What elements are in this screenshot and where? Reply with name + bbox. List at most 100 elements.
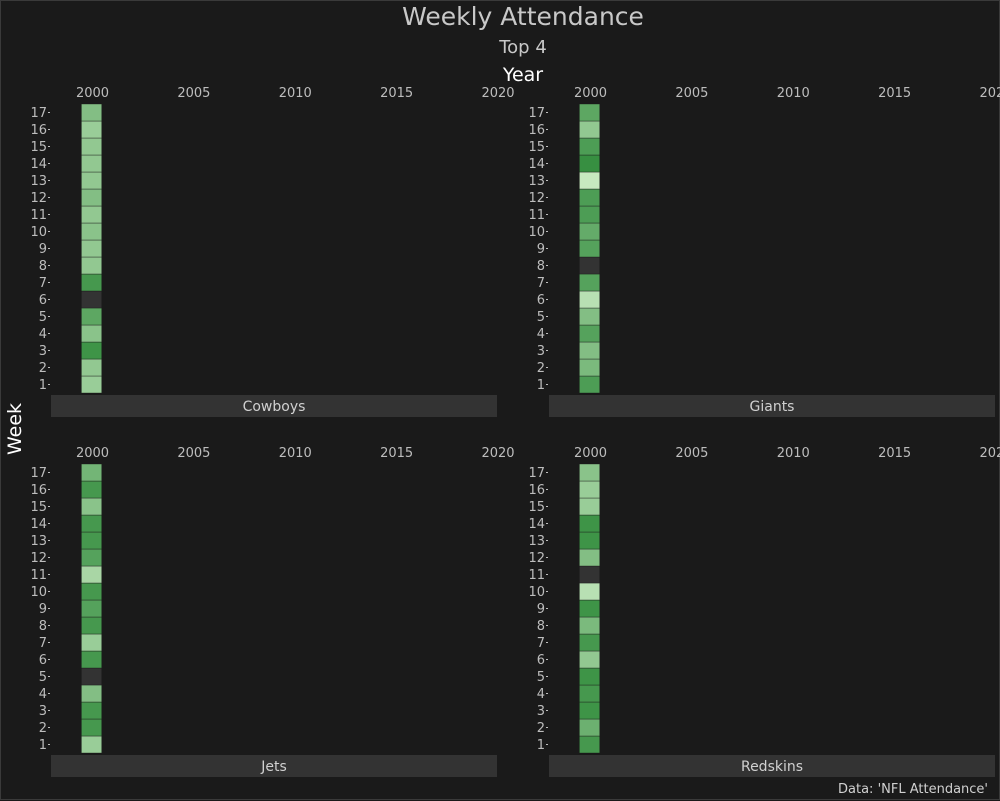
y-tick-label-cowboys-5: 5 [39,310,47,325]
x-tick-label-cowboys-2015: 2015 [380,86,413,101]
heat-cell-giants-2000-w2 [579,358,600,377]
facet-label-giants: Giants [750,399,795,415]
heat-cell-jets-2000-w5 [81,667,102,686]
y-tick-label-giants-5: 5 [537,310,545,325]
y-tick-label-cowboys-17: 17 [30,106,47,121]
y-tick-label-cowboys-3: 3 [39,344,47,359]
y-tick-label-jets-5: 5 [39,670,47,685]
heat-cell-giants-2000-w12 [579,188,600,207]
x-tick-label-redskins-2020: 2020 [979,446,1000,461]
y-tick-label-redskins-10: 10 [528,585,545,600]
y-tick-label-jets-15: 15 [30,500,47,515]
y-tick-label-redskins-11: 11 [528,568,545,583]
heat-cell-giants-2000-w15 [579,137,600,156]
heat-cell-redskins-2000-w10 [579,582,600,601]
y-tick-label-cowboys-6: 6 [39,293,47,308]
y-tick-label-jets-12: 12 [30,551,47,566]
heat-cell-giants-2000-w7 [579,273,600,292]
y-tick-label-redskins-4: 4 [537,687,545,702]
y-tick-label-jets-16: 16 [30,483,47,498]
y-tick-label-giants-16: 16 [528,123,545,138]
heat-cell-redskins-2000-w15 [579,497,600,516]
heat-cell-giants-2000-w8 [579,256,600,275]
y-tick-label-giants-4: 4 [537,327,545,342]
facet-strip-giants [549,395,995,417]
heat-cell-jets-2000-w11 [81,565,102,584]
heat-cell-jets-2000-w8 [81,616,102,635]
y-tick-label-cowboys-16: 16 [30,123,47,138]
facet-label-jets: Jets [260,759,287,775]
heat-cell-cowboys-2000-w8 [81,256,102,275]
y-tick-label-jets-10: 10 [30,585,47,600]
y-tick-label-jets-1: 1 [39,738,47,753]
heat-cell-cowboys-2000-w11 [81,205,102,224]
heat-cell-redskins-2000-w14 [579,514,600,533]
y-tick-label-giants-10: 10 [528,225,545,240]
x-tick-label-giants-2005: 2005 [675,86,708,101]
x-tick-label-cowboys-2000: 2000 [76,86,109,101]
heat-cell-redskins-2000-w4 [579,684,600,703]
y-tick-label-giants-11: 11 [528,208,545,223]
heat-cell-giants-2000-w14 [579,154,600,173]
heat-cell-giants-2000-w10 [579,222,600,241]
y-tick-label-redskins-8: 8 [537,619,545,634]
x-tick-label-redskins-2015: 2015 [878,446,911,461]
heat-cell-cowboys-2000-w6 [81,290,102,309]
heat-cell-giants-2000-w5 [579,307,600,326]
x-tick-label-giants-2015: 2015 [878,86,911,101]
y-tick-label-jets-13: 13 [30,534,47,549]
y-tick-label-giants-12: 12 [528,191,545,206]
heat-cell-jets-2000-w2 [81,718,102,737]
y-tick-label-cowboys-15: 15 [30,140,47,155]
heat-cell-jets-2000-w17 [81,463,102,482]
facet-label-redskins: Redskins [741,759,803,775]
y-tick-label-cowboys-11: 11 [30,208,47,223]
heat-cell-giants-2000-w6 [579,290,600,309]
heat-cell-giants-2000-w11 [579,205,600,224]
y-tick-label-redskins-15: 15 [528,500,545,515]
y-tick-label-giants-9: 9 [537,242,545,257]
heat-cell-redskins-2000-w8 [579,616,600,635]
y-tick-label-cowboys-2: 2 [39,361,47,376]
x-tick-label-jets-2005: 2005 [177,446,210,461]
heat-cell-jets-2000-w14 [81,514,102,533]
heat-cell-cowboys-2000-w16 [81,120,102,139]
y-tick-label-redskins-13: 13 [528,534,545,549]
heat-cell-redskins-2000-w3 [579,701,600,720]
heat-cell-cowboys-2000-w10 [81,222,102,241]
y-tick-label-giants-1: 1 [537,378,545,393]
y-tick-label-redskins-3: 3 [537,704,545,719]
x-tick-label-jets-2010: 2010 [279,446,312,461]
y-tick-label-giants-6: 6 [537,293,545,308]
chart-subtitle: Top 4 [498,37,547,58]
heat-cell-giants-2000-w16 [579,120,600,139]
heat-cell-redskins-2000-w17 [579,463,600,482]
facet-label-cowboys: Cowboys [243,399,306,415]
heat-cell-redskins-2000-w13 [579,531,600,550]
x-tick-label-redskins-2005: 2005 [675,446,708,461]
chart-title: Weekly Attendance [402,2,644,31]
y-tick-label-giants-15: 15 [528,140,545,155]
y-tick-label-jets-7: 7 [39,636,47,651]
y-axis-title: Week [4,403,26,455]
heat-cell-cowboys-2000-w17 [81,103,102,122]
y-tick-label-redskins-6: 6 [537,653,545,668]
y-tick-label-jets-14: 14 [30,517,47,532]
heat-cell-giants-2000-w17 [579,103,600,122]
chart-caption: Data: 'NFL Attendance' [838,782,988,797]
x-tick-label-redskins-2000: 2000 [574,446,607,461]
x-tick-label-giants-2010: 2010 [777,86,810,101]
y-tick-label-giants-14: 14 [528,157,545,172]
y-tick-label-jets-11: 11 [30,568,47,583]
y-tick-label-giants-3: 3 [537,344,545,359]
y-tick-label-redskins-5: 5 [537,670,545,685]
y-tick-label-jets-2: 2 [39,721,47,736]
heat-cell-giants-2000-w13 [579,171,600,190]
heat-cell-jets-2000-w4 [81,684,102,703]
y-tick-label-redskins-17: 17 [528,466,545,481]
heat-cell-jets-2000-w6 [81,650,102,669]
x-tick-label-jets-2015: 2015 [380,446,413,461]
heat-cell-redskins-2000-w1 [579,735,600,754]
y-tick-label-cowboys-12: 12 [30,191,47,206]
heat-cell-jets-2000-w12 [81,548,102,567]
